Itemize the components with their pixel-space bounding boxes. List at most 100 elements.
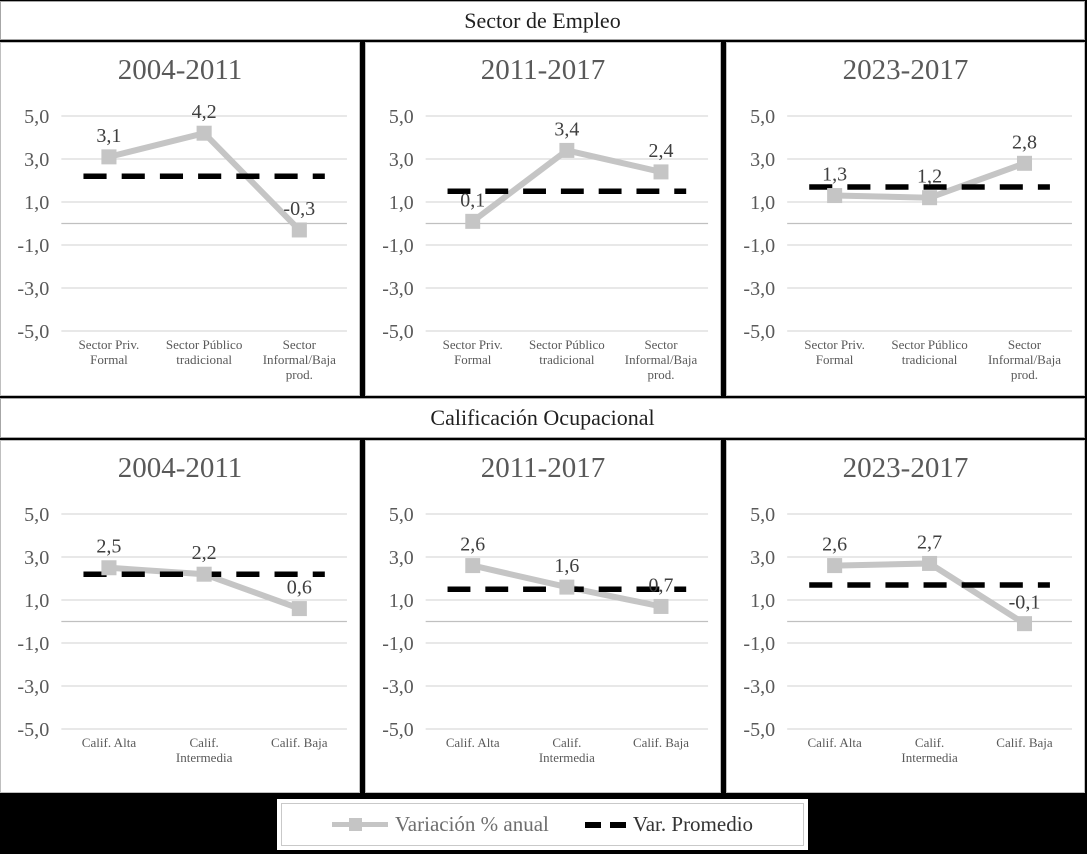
y-tick-label: -1,0 bbox=[743, 633, 775, 655]
y-tick-label: -1,0 bbox=[382, 235, 414, 257]
data-label: 4,2 bbox=[192, 101, 217, 123]
legend: Variación % anual Var. Promedio bbox=[277, 799, 808, 850]
y-tick-label: -3,0 bbox=[743, 278, 775, 300]
chart-panel-calif-2023-2017: 2023-2017 5,0 3,0 1,0 -1,0 -3,0 -5,0 2,6 2,7 -0,… bbox=[726, 440, 1085, 793]
x-category-label: Calif. Intermedia bbox=[901, 735, 958, 765]
chart-title: 2023-2017 bbox=[842, 452, 969, 484]
y-tick-label: -5,0 bbox=[382, 719, 414, 741]
y-tick-label: 5,0 bbox=[24, 106, 49, 128]
y-tick-label: 3,0 bbox=[750, 547, 775, 569]
data-label: 3,1 bbox=[96, 125, 121, 147]
y-tick-label: -1,0 bbox=[17, 235, 49, 257]
data-label: 2,5 bbox=[96, 536, 121, 558]
data-point-marker bbox=[465, 213, 481, 229]
y-tick-label: -3,0 bbox=[382, 676, 414, 698]
data-point-marker bbox=[101, 560, 117, 576]
x-category-label: Sector Público tradicional bbox=[891, 337, 967, 367]
y-tick-label: 3,0 bbox=[750, 149, 775, 171]
data-label: 1,6 bbox=[554, 555, 579, 577]
x-category-label: Calif. Intermedia bbox=[176, 735, 233, 765]
data-label: 0,7 bbox=[649, 574, 674, 596]
data-point-marker bbox=[291, 222, 307, 238]
y-tick-label: 1,0 bbox=[24, 590, 49, 612]
y-tick-label: -3,0 bbox=[382, 278, 414, 300]
y-tick-label: 5,0 bbox=[24, 504, 49, 526]
data-label: 0,6 bbox=[287, 577, 312, 599]
chart-panel-calif-2011-2017: 2011-2017 5,0 3,0 1,0 -1,0 -3,0 -5,0 2,6 1,6 0,7… bbox=[365, 440, 721, 793]
chart-panel-sector-2023-2017: 2023-2017 5,0 3,0 1,0 -1,0 -3,0 -5,0 1,3 1,2 2,8… bbox=[726, 42, 1085, 396]
x-category-label: Sector Público tradicional bbox=[529, 337, 605, 367]
chart-title: 2011-2017 bbox=[480, 452, 606, 484]
y-tick-label: -5,0 bbox=[382, 321, 414, 343]
chart-panel-sector-2011-2017: 2011-2017 5,0 3,0 1,0 -1,0 -3,0 -5,0 0,1 3,4 2,4… bbox=[365, 42, 721, 396]
data-label: 2,4 bbox=[649, 140, 674, 162]
y-tick-label: 1,0 bbox=[389, 590, 414, 612]
data-point-marker bbox=[101, 149, 117, 165]
y-tick-label: 5,0 bbox=[750, 504, 775, 526]
x-category-label: Sector Informal/Baja prod. bbox=[988, 337, 1061, 382]
data-point-marker bbox=[653, 598, 669, 614]
chart-panel-sector-2004-2011: 2004-2011 5,0 3,0 1,0 -1,0 -3,0 -5,0 3,1 4,2 -0,… bbox=[0, 42, 360, 396]
data-label: -0,3 bbox=[283, 198, 315, 220]
y-tick-label: -3,0 bbox=[17, 676, 49, 698]
x-category-label: Calif. Alta bbox=[82, 735, 137, 750]
y-tick-label: -5,0 bbox=[743, 719, 775, 741]
section-header-sector-de-empleo: Sector de Empleo bbox=[0, 1, 1085, 40]
data-point-marker bbox=[922, 555, 938, 571]
section-title: Calificación Ocupacional bbox=[430, 405, 655, 430]
series-line bbox=[470, 147, 662, 224]
data-label: 3,4 bbox=[554, 118, 579, 140]
data-point-marker bbox=[827, 188, 843, 204]
y-tick-label: 3,0 bbox=[389, 547, 414, 569]
data-point-marker bbox=[1016, 155, 1033, 171]
y-tick-label: 5,0 bbox=[750, 106, 775, 128]
line-chart-plot: 5,0 3,0 1,0 -1,0 -3,0 -5,0 3,1 4,2 -0,3 Sector Pr… bbox=[17, 101, 347, 382]
x-category-label: Sector Priv. Formal bbox=[804, 337, 865, 367]
section-header-calificacion-ocupacional: Calificación Ocupacional bbox=[0, 398, 1085, 438]
y-tick-label: -1,0 bbox=[743, 235, 775, 257]
y-tick-label: 1,0 bbox=[24, 192, 49, 214]
data-point-marker bbox=[1016, 616, 1033, 632]
y-tick-label: 5,0 bbox=[389, 106, 414, 128]
y-tick-label: 5,0 bbox=[389, 504, 414, 526]
chart-panel-calif-2004-2011: 2004-2011 5,0 3,0 1,0 -1,0 -3,0 -5,0 2,5 2,2 0,6… bbox=[0, 440, 360, 793]
line-chart-plot: 5,0 3,0 1,0 -1,0 -3,0 -5,0 1,3 1,2 2,8 Sector Pri… bbox=[743, 106, 1072, 382]
y-tick-label: 3,0 bbox=[389, 149, 414, 171]
x-category-label: Calif. Alta bbox=[446, 735, 500, 750]
series-line bbox=[108, 129, 302, 233]
line-chart-plot: 5,0 3,0 1,0 -1,0 -3,0 -5,0 0,1 3,4 2,4 Sector Pri… bbox=[382, 106, 709, 382]
y-tick-label: 3,0 bbox=[24, 547, 49, 569]
data-point-marker bbox=[559, 579, 575, 595]
line-chart-plot: 5,0 3,0 1,0 -1,0 -3,0 -5,0 2,5 2,2 0,6 Calif. Alt… bbox=[17, 504, 347, 765]
data-point-marker bbox=[922, 190, 938, 206]
x-category-label: Calif. Intermedia bbox=[539, 735, 595, 765]
y-tick-label: -5,0 bbox=[17, 321, 49, 343]
x-category-label: Sector Informal/Baja prod. bbox=[263, 337, 336, 382]
y-tick-label: 1,0 bbox=[750, 590, 775, 612]
data-label: 2,8 bbox=[1012, 131, 1037, 153]
x-category-label: Calif. Baja bbox=[996, 735, 1053, 750]
y-tick-label: -1,0 bbox=[382, 633, 414, 655]
data-point-marker bbox=[559, 142, 575, 158]
legend-frame: Variación % anual Var. Promedio bbox=[281, 803, 804, 846]
y-tick-label: -5,0 bbox=[743, 321, 775, 343]
data-label: 0,1 bbox=[460, 189, 485, 211]
chart-title: 2023-2017 bbox=[842, 54, 969, 86]
y-tick-label: 1,0 bbox=[389, 192, 414, 214]
legend-label: Variación % anual bbox=[394, 812, 549, 836]
data-label: 2,6 bbox=[460, 534, 485, 556]
series-line-marker-icon bbox=[331, 818, 388, 831]
y-tick-label: 3,0 bbox=[24, 149, 49, 171]
dashed-line-icon bbox=[584, 821, 626, 828]
y-tick-label: 1,0 bbox=[750, 192, 775, 214]
chart-title: 2004-2011 bbox=[117, 452, 243, 484]
chart-title: 2011-2017 bbox=[480, 54, 606, 86]
data-label: 2,6 bbox=[822, 534, 847, 556]
data-point-marker bbox=[827, 558, 843, 574]
data-point-marker bbox=[465, 558, 481, 574]
data-label: 2,7 bbox=[917, 531, 942, 553]
x-category-label: Sector Informal/Baja prod. bbox=[625, 337, 698, 382]
x-category-label: Calif. Alta bbox=[808, 735, 862, 750]
y-tick-label: -3,0 bbox=[17, 278, 49, 300]
x-category-label: Calif. Baja bbox=[633, 735, 689, 750]
